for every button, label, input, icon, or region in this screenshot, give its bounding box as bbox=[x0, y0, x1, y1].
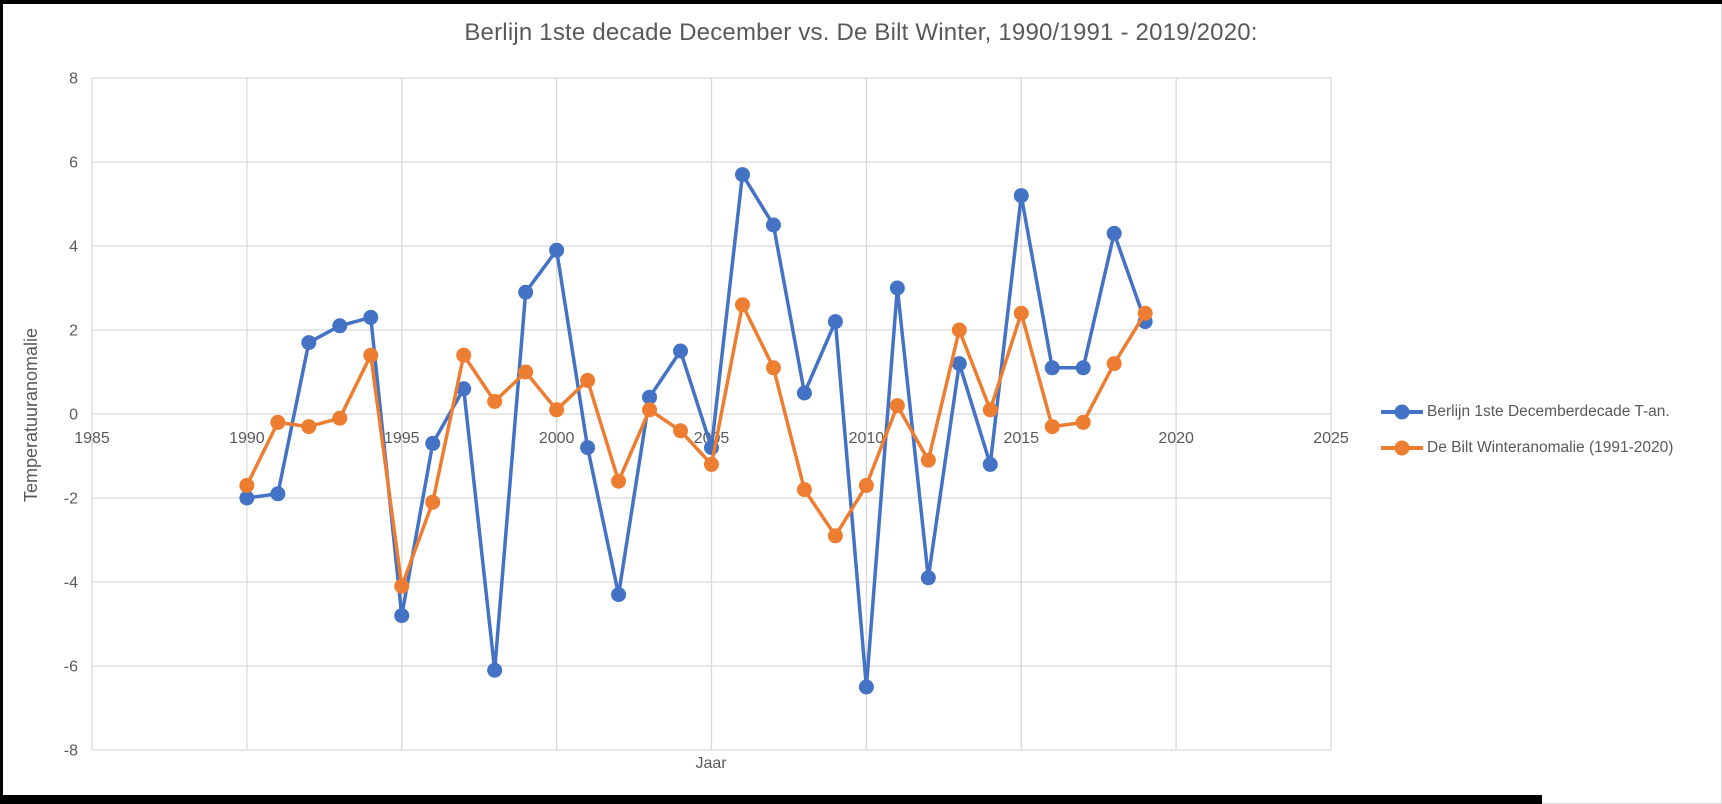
screenshot-border-left bbox=[0, 0, 3, 804]
x-axis-tick-label: 1990 bbox=[229, 430, 265, 447]
data-point-berlijn-1999 bbox=[518, 284, 534, 300]
x-axis-tick-label: 2010 bbox=[849, 430, 885, 447]
data-point-debilt-2015 bbox=[1013, 305, 1029, 321]
data-point-debilt-2018 bbox=[1106, 356, 1122, 372]
data-point-berlijn-2000 bbox=[549, 242, 565, 258]
data-point-berlijn-2003 bbox=[642, 389, 658, 405]
data-point-debilt-1993 bbox=[332, 410, 348, 426]
data-point-berlijn-2004 bbox=[673, 343, 689, 359]
data-point-debilt-1990 bbox=[239, 477, 255, 493]
data-point-debilt-2006 bbox=[734, 297, 750, 313]
data-point-berlijn-2002 bbox=[611, 587, 627, 603]
data-point-debilt-1998 bbox=[487, 393, 503, 409]
data-point-debilt-2009 bbox=[827, 528, 843, 544]
data-point-berlijn-2001 bbox=[580, 440, 596, 456]
data-point-debilt-2011 bbox=[889, 398, 905, 414]
data-point-debilt-2014 bbox=[982, 402, 998, 418]
legend-item-debilt: De Bilt Winteranomalie (1991-2020) bbox=[1381, 436, 1673, 459]
data-point-berlijn-2012 bbox=[920, 570, 936, 586]
y-axis-title: Temperatuuranomalie bbox=[21, 327, 41, 503]
data-point-debilt-2008 bbox=[796, 482, 812, 498]
data-point-debilt-2002 bbox=[611, 473, 627, 489]
data-point-debilt-2019 bbox=[1137, 305, 1153, 321]
data-point-berlijn-1990 bbox=[239, 490, 255, 506]
data-point-debilt-2003 bbox=[642, 402, 658, 418]
data-point-berlijn-2014 bbox=[982, 456, 998, 472]
data-point-berlijn-1991 bbox=[270, 486, 286, 502]
data-point-debilt-1999 bbox=[518, 364, 534, 380]
data-point-berlijn-2011 bbox=[889, 280, 905, 296]
data-point-berlijn-2009 bbox=[827, 314, 843, 330]
legend-label-debilt: De Bilt Winteranomalie (1991-2020) bbox=[1427, 438, 1674, 456]
legend-label-berlijn: Berlijn 1ste Decemberdecade T-an. bbox=[1427, 402, 1670, 420]
data-point-berlijn-1993 bbox=[332, 318, 348, 334]
data-point-debilt-2005 bbox=[704, 456, 719, 472]
legend-item-berlijn: Berlijn 1ste Decemberdecade T-an. bbox=[1381, 400, 1673, 423]
data-point-debilt-1996 bbox=[425, 494, 441, 510]
screenshot-border-top bbox=[0, 0, 1722, 4]
chart-title: Berlijn 1ste decade December vs. De Bilt… bbox=[464, 19, 1258, 46]
x-axis-tick-label: 2015 bbox=[1003, 430, 1039, 447]
data-point-berlijn-1998 bbox=[487, 662, 503, 678]
data-point-debilt-2012 bbox=[920, 452, 936, 468]
data-point-debilt-1997 bbox=[456, 347, 472, 363]
data-point-debilt-2010 bbox=[858, 477, 874, 493]
data-point-berlijn-2016 bbox=[1044, 360, 1060, 376]
y-axis-tick-label: -4 bbox=[64, 575, 78, 592]
x-axis-title: Jaar bbox=[695, 755, 727, 772]
screenshot-border-bottom bbox=[0, 795, 1542, 804]
data-point-debilt-2016 bbox=[1044, 419, 1060, 435]
data-point-berlijn-1992 bbox=[301, 335, 317, 351]
legend: Berlijn 1ste Decemberdecade T-an. De Bil… bbox=[1381, 400, 1673, 472]
y-axis-tick-label: 4 bbox=[69, 239, 78, 256]
data-point-debilt-2004 bbox=[673, 423, 689, 439]
data-point-debilt-1991 bbox=[270, 414, 286, 430]
y-axis-tick-label: -6 bbox=[64, 659, 78, 676]
data-point-debilt-2017 bbox=[1075, 414, 1091, 430]
x-axis-tick-label: 1995 bbox=[384, 430, 420, 447]
x-axis-tick-label: 2020 bbox=[1158, 430, 1194, 447]
data-point-debilt-2007 bbox=[765, 360, 781, 376]
y-axis-tick-label: 6 bbox=[69, 155, 78, 172]
data-point-berlijn-1997 bbox=[456, 381, 472, 397]
legend-line-marker-icon bbox=[1381, 404, 1423, 419]
y-axis-tick-label: 0 bbox=[69, 407, 78, 424]
x-axis-tick-label: 2000 bbox=[539, 430, 575, 447]
data-point-debilt-1992 bbox=[301, 419, 317, 435]
series-line-debilt bbox=[245, 303, 1147, 588]
data-point-berlijn-1995 bbox=[394, 608, 410, 624]
data-point-debilt-2013 bbox=[951, 322, 967, 338]
y-axis-tick-label: -2 bbox=[64, 491, 78, 508]
data-point-berlijn-2010 bbox=[858, 679, 874, 695]
x-axis-tick-label: 2025 bbox=[1313, 430, 1349, 447]
data-point-berlijn-2013 bbox=[951, 356, 967, 372]
data-point-berlijn-2006 bbox=[734, 167, 750, 183]
data-point-berlijn-2015 bbox=[1013, 188, 1029, 204]
legend-line-marker-icon bbox=[1381, 440, 1423, 455]
data-point-debilt-1994 bbox=[363, 347, 379, 363]
data-point-debilt-2000 bbox=[549, 402, 565, 418]
data-point-berlijn-2008 bbox=[796, 385, 812, 401]
data-point-debilt-1995 bbox=[394, 578, 410, 594]
data-point-berlijn-1994 bbox=[363, 309, 379, 325]
y-axis-tick-label: 2 bbox=[69, 323, 78, 340]
data-point-berlijn-2007 bbox=[765, 217, 781, 233]
data-point-berlijn-1996 bbox=[425, 435, 441, 451]
x-axis-tick-label: 1985 bbox=[74, 430, 110, 447]
series-line-berlijn bbox=[245, 172, 1147, 689]
y-axis-tick-label: -8 bbox=[64, 743, 78, 760]
data-point-debilt-2001 bbox=[580, 372, 596, 388]
data-point-berlijn-2017 bbox=[1075, 360, 1091, 376]
data-point-berlijn-2018 bbox=[1106, 225, 1122, 241]
y-axis-tick-label: 8 bbox=[69, 71, 78, 88]
